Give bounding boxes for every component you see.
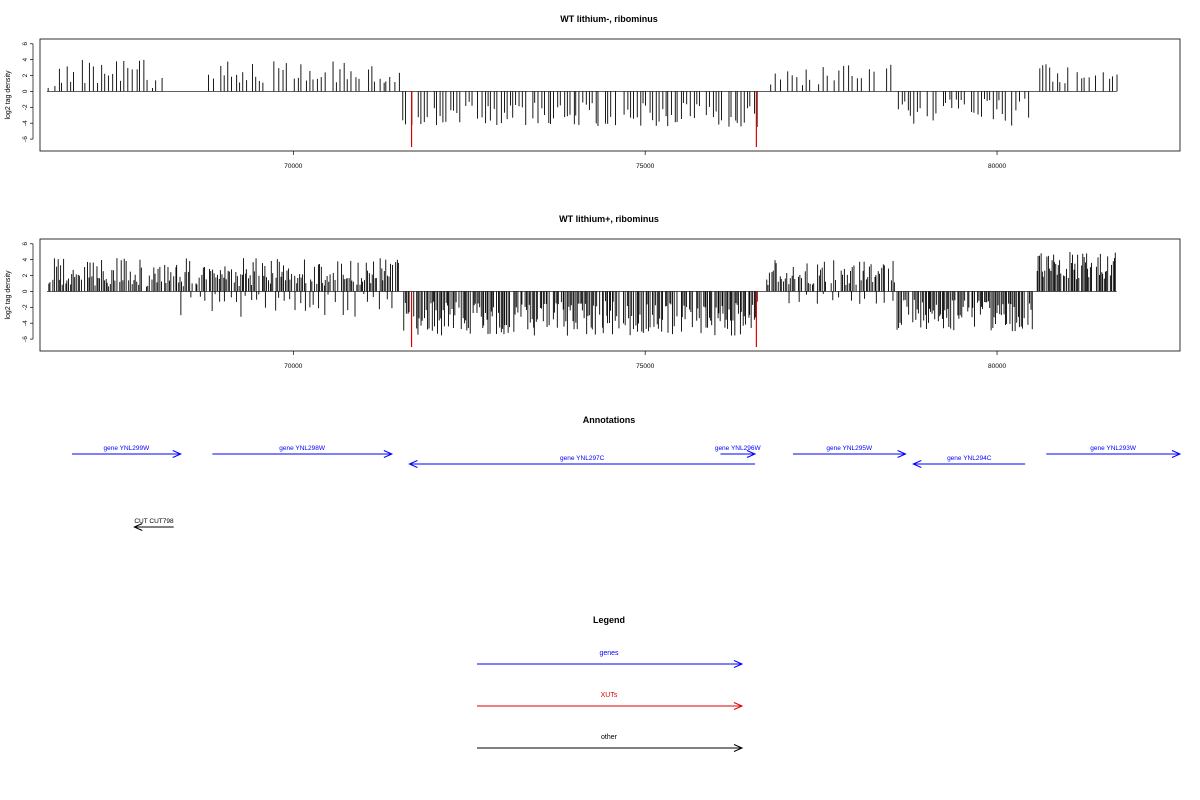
gene-feature: gene YNL294C (912, 455, 1026, 468)
y-tick-label: -4 (22, 120, 29, 126)
other-feature: CUT CUT798 (133, 518, 174, 531)
arrowhead (172, 450, 182, 458)
x-tick-label: 80000 (988, 163, 1006, 170)
gene-feature: gene YNL299W (72, 445, 182, 458)
x-tick-label: 70000 (284, 363, 302, 370)
y-axis: 6 4 2 0 -2 -4 -6 (22, 42, 34, 142)
arrowhead (133, 523, 143, 531)
gene-label: gene YNL299W (103, 445, 150, 452)
plot-frame (39, 38, 1181, 152)
arrowhead (733, 702, 744, 710)
arrowhead (408, 460, 418, 468)
chart-panel-lithium-plus: WT lithium+, ribominus log2 tag density … (5, 214, 1181, 370)
other-label: CUT CUT798 (134, 518, 174, 525)
annotation-features: gene YNL299W gene YNL298W gene YNL297C gene… (72, 445, 1182, 531)
y-tick-label: -4 (22, 320, 29, 326)
chart-title: WT lithium-, ribominus (560, 14, 658, 24)
gene-label: gene YNL294C (947, 455, 992, 462)
y-tick-label: 6 (22, 242, 29, 246)
legend-item: other (477, 734, 744, 752)
chart-panel-lithium-minus: WT lithium-, ribominus log2 tag density … (5, 14, 1181, 170)
x-tick-label: 70000 (284, 163, 302, 170)
bar-series (47, 59, 1118, 148)
y-tick-label: -6 (22, 336, 29, 342)
y-tick-label: 2 (22, 73, 29, 77)
legend-item: genes (477, 650, 744, 668)
legend-items: genes XUTs other (477, 650, 744, 752)
arrowhead (912, 460, 922, 468)
arrowhead (746, 450, 757, 458)
gene-label: gene YNL295W (826, 445, 873, 452)
arrowhead (383, 450, 394, 458)
gene-label: gene YNL293W (1090, 445, 1137, 452)
legend-label: other (601, 734, 618, 741)
y-tick-label: 4 (22, 57, 29, 61)
gene-label: gene YNL297C (560, 455, 605, 462)
x-tick-label: 75000 (636, 163, 654, 170)
x-tick-label: 80000 (988, 363, 1006, 370)
legend-label: XUTs (601, 692, 618, 699)
gene-label: gene YNL298W (279, 445, 326, 452)
y-tick-label: -2 (22, 104, 29, 110)
y-tick-label: -6 (22, 136, 29, 142)
bar-series (47, 251, 1117, 348)
chart-title: WT lithium+, ribominus (559, 214, 659, 224)
y-tick-label: 6 (22, 42, 29, 46)
x-axis: 70000 75000 80000 (284, 151, 1006, 170)
arrowhead (897, 450, 907, 458)
gene-feature: gene YNL297C (408, 455, 755, 468)
arrowhead (733, 744, 744, 752)
y-tick-label: 2 (22, 273, 29, 277)
gene-feature: gene YNL293W (1046, 445, 1182, 458)
y-axis-label: log2 tag density (5, 70, 12, 120)
x-tick-label: 75000 (636, 363, 654, 370)
y-axis-label: log2 tag density (5, 270, 12, 320)
gene-feature: gene YNL296W (715, 445, 762, 458)
y-tick-label: -2 (22, 304, 29, 310)
y-axis: 6 4 2 0 -2 -4 -6 (22, 242, 34, 342)
legend-title: Legend (593, 615, 625, 625)
annotations-title: Annotations (583, 415, 636, 425)
legend: Legend genes XUTs other (477, 615, 744, 752)
y-tick-label: 0 (22, 89, 29, 93)
legend-label: genes (599, 650, 619, 657)
arrowhead (733, 660, 744, 668)
plot-frame (39, 238, 1181, 352)
y-tick-label: 0 (22, 289, 29, 293)
gene-feature: gene YNL298W (212, 445, 394, 458)
gene-feature: gene YNL295W (792, 445, 907, 458)
legend-item: XUTs (477, 692, 744, 710)
y-tick-label: 4 (22, 257, 29, 261)
annotations-track: Annotations gene YNL299W gene YNL298Wgene… (72, 415, 1182, 531)
x-axis: 70000 75000 80000 (284, 351, 1006, 370)
arrowhead (1171, 450, 1182, 458)
gene-label: gene YNL296W (715, 445, 762, 452)
